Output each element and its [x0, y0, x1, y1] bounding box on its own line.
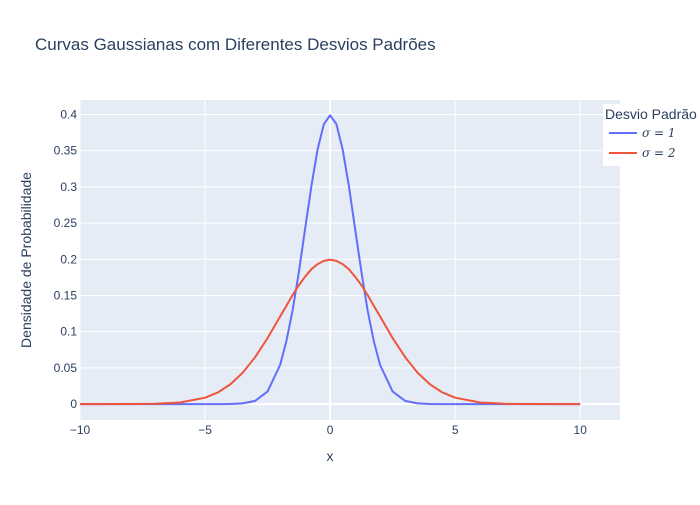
series-line-2[interactable]	[80, 258, 581, 406]
y-tick-label: 0.35	[54, 144, 78, 158]
series-line-1[interactable]	[80, 114, 581, 406]
chart-title: Curvas Gaussianas com Diferentes Desvios…	[35, 35, 436, 54]
legend: Desvio Padrão σ = 1 σ = 2	[603, 104, 700, 166]
x-tick-label: 0	[327, 423, 334, 437]
y-axis-ticks: 0 0.05 0.1 0.15 0.2 0.25 0.3 0.35 0.4	[54, 107, 78, 411]
y-tick-label: 0.2	[60, 252, 77, 266]
x-tick-label: −10	[70, 423, 91, 437]
legend-background	[603, 104, 700, 166]
legend-label[interactable]: σ = 2	[642, 146, 676, 160]
y-tick-label: 0.1	[60, 325, 77, 339]
y-tick-label: 0.3	[60, 180, 77, 194]
series-lines	[80, 114, 581, 406]
legend-items: σ = 1 σ = 2	[609, 126, 676, 160]
x-axis-ticks: −10 −5 0 5 10	[70, 423, 587, 437]
grid-lines	[79, 100, 620, 420]
legend-title: Desvio Padrão	[605, 106, 697, 122]
y-tick-label: 0.4	[60, 107, 77, 121]
x-tick-label: 5	[452, 423, 459, 437]
x-axis-title: x	[327, 448, 334, 464]
y-tick-label: 0.25	[54, 216, 78, 230]
y-axis-title: Densidade de Probabilidade	[18, 172, 34, 348]
x-tick-label: −5	[198, 423, 212, 437]
y-tick-label: 0.15	[54, 288, 78, 302]
plot-area[interactable]	[80, 100, 620, 420]
x-tick-label: 10	[574, 423, 588, 437]
y-tick-label: 0.05	[54, 361, 78, 375]
y-tick-label: 0	[70, 397, 77, 411]
legend-label[interactable]: σ = 1	[642, 126, 676, 140]
